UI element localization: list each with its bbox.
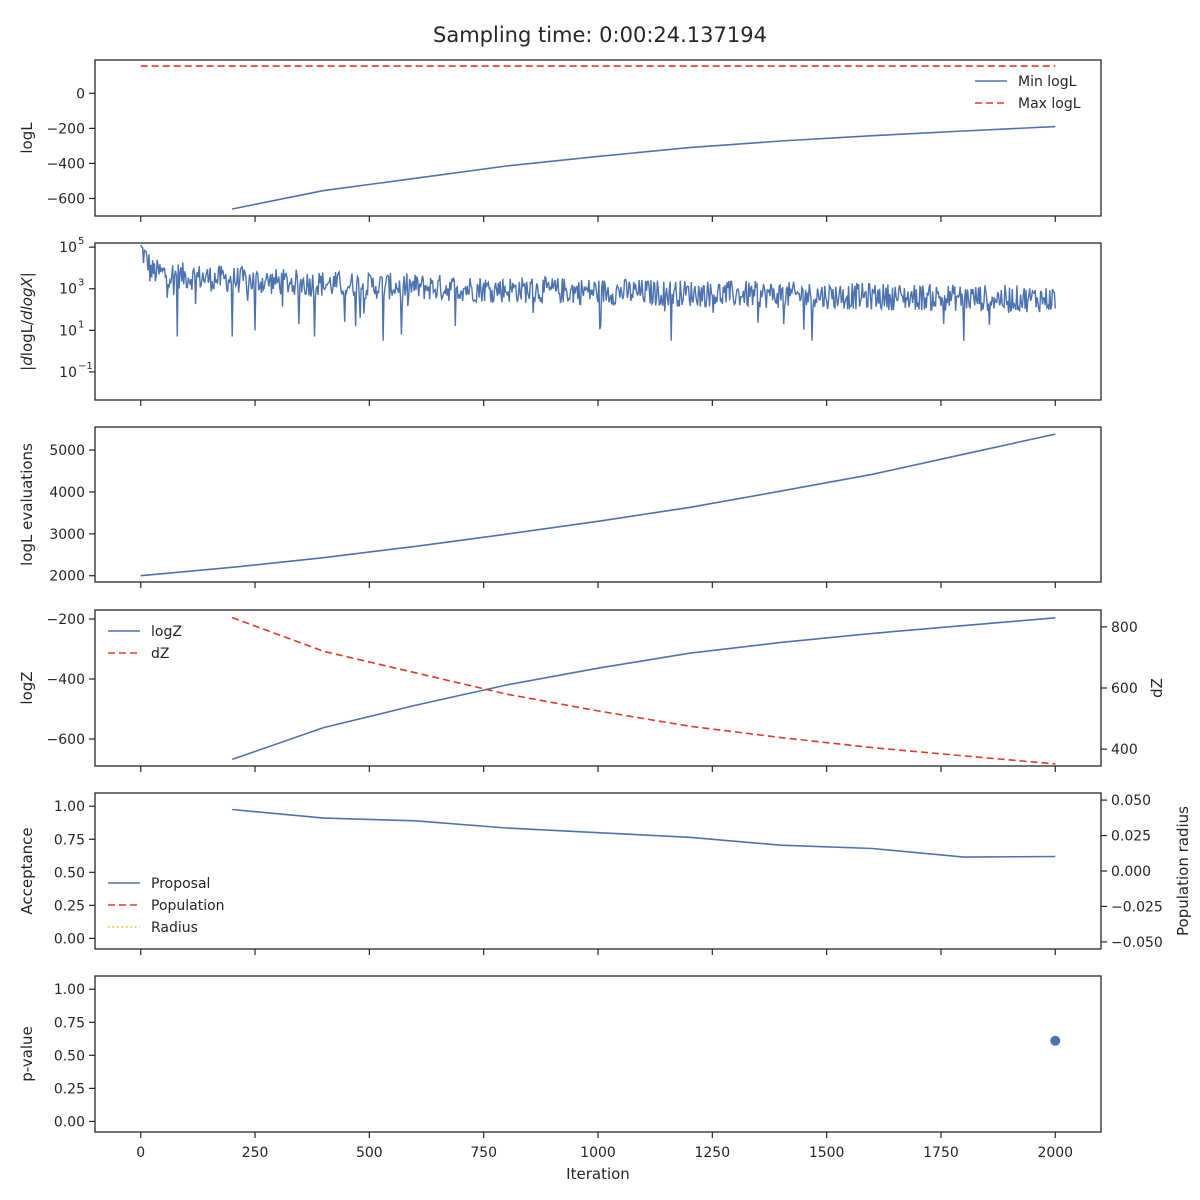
y-tick-label: 0 <box>76 86 85 102</box>
panel-6: 0 250 500 750 1000 1250 1500 1750 2000 1.00 0.75 0.… <box>18 975 1102 1161</box>
panel-frame <box>94 792 1102 950</box>
y-tick-label: −400 <box>47 672 85 688</box>
y-tick-label: 0.50 <box>54 865 85 881</box>
y-tick-label: 1.00 <box>54 982 85 998</box>
panel-5: 1.00 0.75 0.50 0.25 0.00 0.050 0.025 0.000 −0.02… <box>18 792 1192 955</box>
x-tick-label: 1000 <box>580 1145 616 1161</box>
series-line-dz <box>231 616 1056 765</box>
y-right-axis-label: Population radius <box>1174 806 1192 936</box>
y-right-tick-label: −0.050 <box>1111 935 1163 951</box>
y-tick-label: 5000 <box>49 443 85 459</box>
y-axis-label: logL <box>18 122 36 154</box>
y-axis-label: p-value <box>18 1026 36 1082</box>
y-axis-label: logZ <box>18 671 36 704</box>
legend-label: Max logL <box>1018 96 1081 112</box>
panel-frame <box>94 609 1102 767</box>
legend-label: logZ <box>151 624 182 640</box>
y-right-tick-label: 0.025 <box>1111 829 1151 845</box>
series-line <box>140 244 1056 341</box>
legend-label: dZ <box>151 646 169 662</box>
y-tick-label: −200 <box>47 612 85 628</box>
series-line-proposal <box>232 808 1056 858</box>
y-right-axis-label: dZ <box>1148 678 1166 698</box>
y-right-tick-label: −0.025 <box>1111 899 1163 915</box>
y-tick-label: −600 <box>47 191 85 207</box>
panel-1: 0 −200 −400 −600 logL Min logL Max logL <box>18 59 1102 222</box>
y-tick-label: 0.50 <box>54 1048 85 1064</box>
y-tick-label: −200 <box>47 121 85 137</box>
y-tick-label: 10 <box>59 365 77 381</box>
x-tick-label: 1500 <box>809 1145 845 1161</box>
legend-label: Population <box>151 898 225 914</box>
panel-3: 2000 3000 4000 5000 logL evaluations <box>18 426 1102 588</box>
y-tick-label: 10 <box>59 240 77 256</box>
x-tick-label: 2000 <box>1037 1145 1073 1161</box>
y-tick-label: 0.75 <box>54 1015 85 1031</box>
series-line-min-logl <box>232 125 1056 210</box>
x-tick-label: 750 <box>470 1145 497 1161</box>
y-tick-label: 0.00 <box>54 931 85 947</box>
y-axis-label: Acceptance <box>18 827 36 914</box>
y-tick-label: 0.25 <box>54 898 85 914</box>
y-right-tick-label: 0.000 <box>1111 864 1151 880</box>
y-axis-label: |dlogL/dlogX| <box>18 272 36 371</box>
series-line-0 <box>140 433 1056 577</box>
y-right-tick-label: 0.050 <box>1111 793 1151 809</box>
panel-4: −200 −400 −600 800 600 400 logZ dZ logZ dZ <box>18 609 1166 772</box>
x-tick-label: 1250 <box>694 1145 730 1161</box>
y-tick-label: 10 <box>59 323 77 339</box>
y-right-tick-label: 800 <box>1111 620 1138 636</box>
panel-frame <box>94 242 1102 401</box>
scatter-point <box>1050 1035 1061 1046</box>
y-tick-label: 4000 <box>49 485 85 501</box>
y-tick-label: 2000 <box>49 569 85 585</box>
panel-frame <box>94 426 1102 583</box>
legend-label: Proposal <box>151 876 210 892</box>
y-tick-label: −400 <box>47 156 85 172</box>
panel-frame <box>94 975 1102 1133</box>
y-tick-exponent: 1 <box>78 319 84 330</box>
y-tick-label: 10 <box>59 282 77 298</box>
x-tick-label: 0 <box>136 1145 145 1161</box>
y-tick-label: 0.00 <box>54 1114 85 1130</box>
y-tick-exponent: 3 <box>78 278 84 289</box>
x-axis-label: Iteration <box>566 1165 630 1183</box>
y-tick-label: −600 <box>47 732 85 748</box>
legend-label: Min logL <box>1018 74 1077 90</box>
y-axis-label: logL evaluations <box>18 443 36 566</box>
figure-title: Sampling time: 0:00:24.137194 <box>433 23 767 47</box>
y-tick-label: 0.75 <box>54 832 85 848</box>
legend-label: Radius <box>151 920 198 936</box>
x-tick-label: 250 <box>242 1145 269 1161</box>
y-tick-exponent: −1 <box>78 361 93 372</box>
y-tick-label: 3000 <box>49 527 85 543</box>
series-line-logz <box>231 617 1056 761</box>
x-tick-label: 1750 <box>923 1145 959 1161</box>
y-tick-label: 0.25 <box>54 1081 85 1097</box>
y-tick-exponent: 5 <box>78 236 84 247</box>
y-right-tick-label: 600 <box>1111 681 1138 697</box>
panel-frame <box>94 59 1102 217</box>
x-tick-label: 500 <box>356 1145 383 1161</box>
y-tick-label: 1.00 <box>54 799 85 815</box>
y-right-tick-label: 400 <box>1111 742 1138 758</box>
